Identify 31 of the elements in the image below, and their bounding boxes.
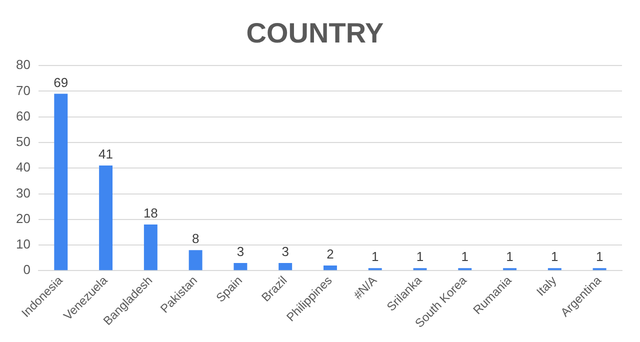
data-label: 1: [596, 249, 604, 264]
bar: [54, 94, 68, 270]
y-tick-label: 80: [16, 57, 30, 72]
bar: [99, 166, 113, 270]
bar: [144, 224, 158, 270]
data-label: 41: [98, 146, 114, 162]
x-tick-label: Italy: [534, 273, 560, 299]
y-tick-label: 70: [16, 82, 30, 98]
y-tick-label: 40: [16, 160, 30, 175]
bar: [234, 262, 248, 270]
data-label: 1: [416, 249, 424, 264]
y-tick-label: 60: [16, 108, 30, 124]
bar: [188, 250, 202, 270]
data-label: 1: [461, 249, 469, 264]
bar: [278, 262, 292, 270]
data-label: 3: [236, 244, 244, 260]
bar: [323, 266, 337, 270]
data-label: 1: [372, 249, 379, 264]
y-tick-label: 0: [23, 262, 30, 278]
y-tick-label: 30: [16, 185, 30, 200]
data-label: 8: [192, 231, 200, 246]
data-label: 18: [143, 206, 158, 221]
data-label: 3: [282, 244, 289, 260]
y-tick-label: 50: [16, 134, 30, 150]
data-label: 1: [506, 249, 514, 264]
y-tick-label: 20: [16, 210, 30, 226]
y-tick-label: 10: [16, 236, 30, 252]
chart-title: COUNTRY: [246, 18, 384, 49]
data-label: 2: [326, 246, 334, 262]
data-label: 1: [551, 249, 558, 264]
data-label: 69: [54, 74, 68, 90]
